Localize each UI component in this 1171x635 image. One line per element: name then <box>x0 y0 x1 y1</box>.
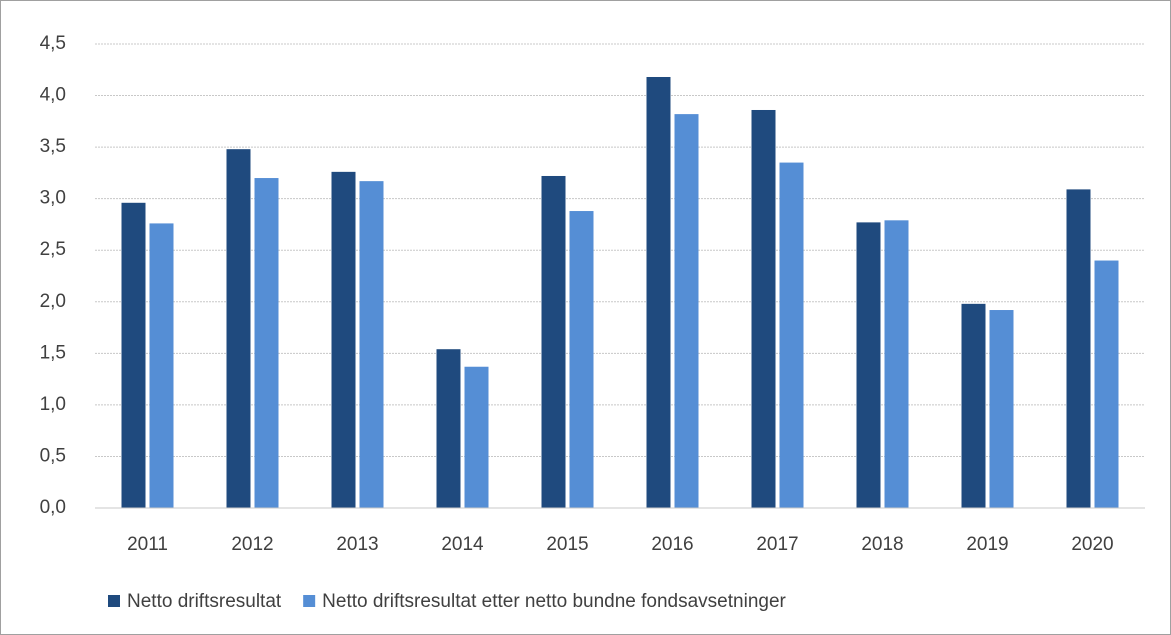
bar <box>646 76 671 509</box>
bar <box>961 303 986 508</box>
bar <box>569 211 594 509</box>
bar <box>436 349 461 508</box>
legend-swatch <box>303 595 316 607</box>
x-tick-label: 2019 <box>966 534 1008 555</box>
y-tick-label: 1,0 <box>40 394 66 415</box>
x-tick-label: 2015 <box>546 534 588 555</box>
x-tick-label: 2012 <box>231 534 273 555</box>
bar <box>1066 189 1091 509</box>
bar <box>541 175 566 508</box>
x-tick-label: 2014 <box>441 534 484 555</box>
x-tick-label: 2018 <box>861 534 903 555</box>
legend-label: Netto driftsresultat etter netto bundne … <box>322 591 786 612</box>
bar <box>674 114 699 509</box>
bar <box>464 366 489 508</box>
y-tick-label: 4,5 <box>40 33 66 54</box>
x-tick-label: 2017 <box>756 534 798 555</box>
x-tick-label: 2016 <box>651 534 693 555</box>
legend-swatch <box>108 595 120 607</box>
bar <box>254 178 279 509</box>
bar <box>226 149 251 508</box>
y-tick-label: 4,0 <box>40 85 66 106</box>
legend-label: Netto driftsresultat <box>127 591 282 612</box>
bar <box>1094 260 1119 508</box>
x-tick-label: 2020 <box>1071 534 1113 555</box>
bar <box>989 310 1014 508</box>
x-tick-label: 2011 <box>127 534 168 555</box>
bar <box>331 171 356 508</box>
bar <box>779 162 804 509</box>
bar <box>359 181 384 509</box>
bar <box>884 220 909 508</box>
y-tick-label: 0,0 <box>40 497 66 518</box>
y-tick-label: 1,5 <box>40 342 66 363</box>
x-tick-label: 2013 <box>336 534 378 555</box>
bar <box>751 109 776 508</box>
y-tick-label: 0,5 <box>40 445 66 466</box>
y-tick-label: 2,5 <box>40 239 66 260</box>
y-tick-label: 3,0 <box>40 188 66 209</box>
y-tick-label: 3,5 <box>40 136 66 157</box>
bar <box>856 222 881 509</box>
bar <box>149 223 174 508</box>
bar <box>121 202 146 508</box>
y-tick-label: 2,0 <box>40 291 66 312</box>
